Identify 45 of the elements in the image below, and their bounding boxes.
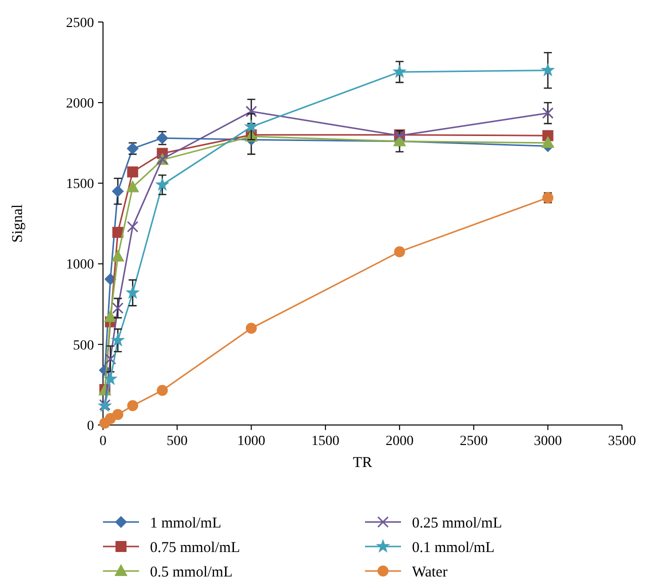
legend-label: 0.1 mmol/mL	[412, 540, 494, 556]
point	[246, 106, 258, 118]
point	[244, 119, 258, 133]
y-tick-label: 1500	[66, 177, 94, 192]
y-tick-label: 1000	[66, 258, 94, 273]
point	[392, 64, 407, 78]
legend-label: 0.5 mmol/mL	[150, 564, 232, 580]
legend-label: Water	[412, 564, 448, 580]
point	[127, 400, 138, 412]
point	[542, 107, 554, 119]
legend-label: 0.25 mmol/mL	[412, 515, 502, 532]
point	[541, 136, 554, 148]
y-tick-label: 500	[73, 338, 94, 354]
point	[155, 177, 170, 191]
point	[394, 246, 406, 258]
point	[104, 310, 117, 322]
y-axis-title: Signal	[10, 204, 26, 243]
point	[540, 62, 555, 76]
point	[126, 180, 140, 192]
x-tick-label: 2500	[460, 434, 488, 449]
legend-label: 1 mmol/mL	[150, 515, 222, 532]
x-tick-label: 0	[100, 434, 106, 449]
x-tick-label: 2000	[386, 434, 414, 449]
x-tick-label: 1000	[237, 434, 266, 449]
point	[246, 322, 257, 334]
legend-label: 0.75 mmol/mL	[150, 540, 240, 556]
point	[156, 384, 168, 396]
x-axis-title: TR	[352, 455, 372, 471]
point	[126, 285, 140, 299]
x-tick-label: 3500	[608, 434, 636, 449]
y-tick-label: 0	[87, 418, 94, 434]
point	[112, 185, 124, 198]
x-tick-label: 1500	[311, 434, 340, 449]
point	[110, 332, 125, 346]
point	[111, 250, 124, 262]
y-tick-label: 2000	[66, 96, 94, 112]
point	[126, 220, 138, 232]
point	[103, 372, 118, 386]
point	[127, 166, 138, 178]
point	[112, 409, 124, 420]
point	[112, 302, 124, 314]
x-tick-label: 3000	[534, 434, 562, 449]
point	[104, 353, 116, 365]
y-tick-label: 2500	[66, 16, 94, 31]
x-tick-label: 500	[166, 434, 188, 449]
